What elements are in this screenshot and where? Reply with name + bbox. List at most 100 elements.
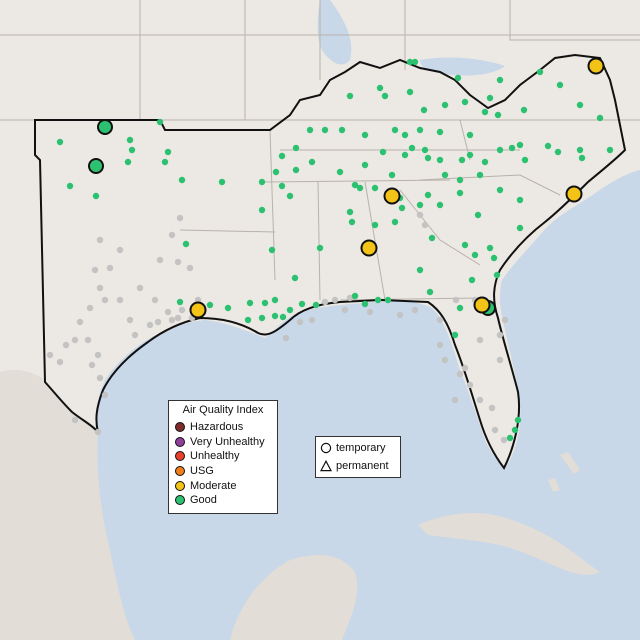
monitor-marker-no-data[interactable]	[116, 246, 124, 254]
monitor-marker-no-data[interactable]	[168, 316, 176, 324]
monitor-marker-good[interactable]	[468, 276, 476, 284]
monitor-marker-no-data[interactable]	[331, 296, 339, 304]
monitor-marker-good[interactable]	[279, 313, 287, 321]
monitor-marker-good[interactable]	[346, 92, 354, 100]
monitor-marker-good[interactable]	[420, 106, 428, 114]
monitor-marker-good[interactable]	[218, 178, 226, 186]
monitor-marker-good[interactable]	[66, 182, 74, 190]
monitor-marker-good[interactable]	[371, 221, 379, 229]
monitor-marker-good[interactable]	[421, 146, 429, 154]
monitor-marker-good[interactable]	[576, 101, 584, 109]
monitor-marker-no-data[interactable]	[282, 334, 290, 342]
monitor-marker-no-data[interactable]	[146, 321, 154, 329]
monitor-marker-no-data[interactable]	[88, 361, 96, 369]
monitor-marker-no-data[interactable]	[62, 341, 70, 349]
monitor-marker-good[interactable]	[244, 316, 252, 324]
monitor-marker-no-data[interactable]	[178, 306, 186, 314]
monitor-marker-good[interactable]	[511, 426, 519, 434]
monitor-marker-good[interactable]	[388, 171, 396, 179]
monitor-marker-good[interactable]	[278, 152, 286, 160]
monitor-marker-good[interactable]	[456, 189, 464, 197]
monitor-marker-good[interactable]	[164, 148, 172, 156]
monitor-marker-good[interactable]	[356, 184, 364, 192]
monitor-marker-good[interactable]	[576, 146, 584, 154]
monitor-marker-good[interactable]	[361, 300, 369, 308]
monitor-marker-good[interactable]	[291, 274, 299, 282]
monitor-marker-good[interactable]	[596, 114, 604, 122]
monitor-marker-no-data[interactable]	[94, 428, 102, 436]
monitor-marker-good[interactable]	[454, 74, 462, 82]
monitor-marker-good[interactable]	[206, 301, 214, 309]
monitor-marker-good[interactable]	[466, 131, 474, 139]
monitor-marker-good[interactable]	[496, 146, 504, 154]
monitor-marker-no-data[interactable]	[164, 308, 172, 316]
monitor-marker-no-data[interactable]	[496, 331, 504, 339]
monitor-marker-good[interactable]	[126, 136, 134, 144]
monitor-marker-good[interactable]	[466, 151, 474, 159]
monitor-marker-good[interactable]	[424, 154, 432, 162]
monitor-marker-good[interactable]	[436, 128, 444, 136]
monitor-marker-good[interactable]	[411, 58, 419, 66]
monitor-marker-good[interactable]	[506, 434, 514, 442]
temporary-monitor-moderate[interactable]	[587, 57, 605, 75]
monitor-marker-good[interactable]	[292, 144, 300, 152]
monitor-marker-good[interactable]	[461, 98, 469, 106]
monitor-marker-good[interactable]	[128, 146, 136, 154]
monitor-marker-good[interactable]	[536, 68, 544, 76]
monitor-marker-no-data[interactable]	[156, 256, 164, 264]
monitor-marker-no-data[interactable]	[416, 211, 424, 219]
monitor-marker-no-data[interactable]	[101, 296, 109, 304]
monitor-marker-good[interactable]	[346, 208, 354, 216]
monitor-marker-good[interactable]	[516, 196, 524, 204]
monitor-marker-good[interactable]	[351, 292, 359, 300]
monitor-marker-good[interactable]	[258, 206, 266, 214]
monitor-marker-no-data[interactable]	[194, 296, 202, 304]
monitor-marker-no-data[interactable]	[452, 296, 460, 304]
monitor-marker-good[interactable]	[428, 234, 436, 242]
monitor-marker-good[interactable]	[161, 158, 169, 166]
monitor-marker-good[interactable]	[258, 314, 266, 322]
monitor-marker-good[interactable]	[384, 296, 392, 304]
monitor-marker-good[interactable]	[493, 271, 501, 279]
monitor-marker-good[interactable]	[514, 416, 522, 424]
temporary-monitor-good[interactable]	[88, 158, 104, 174]
monitor-marker-good[interactable]	[578, 154, 586, 162]
monitor-marker-good[interactable]	[224, 304, 232, 312]
monitor-marker-no-data[interactable]	[101, 391, 109, 399]
temporary-monitor-moderate[interactable]	[360, 239, 378, 257]
monitor-marker-good[interactable]	[461, 241, 469, 249]
monitor-marker-no-data[interactable]	[308, 316, 316, 324]
monitor-marker-good[interactable]	[391, 126, 399, 134]
monitor-marker-no-data[interactable]	[366, 308, 374, 316]
monitor-marker-good[interactable]	[486, 244, 494, 252]
temporary-monitor-moderate[interactable]	[473, 296, 491, 314]
monitor-marker-no-data[interactable]	[436, 316, 444, 324]
monitor-marker-no-data[interactable]	[466, 381, 474, 389]
monitor-marker-good[interactable]	[416, 201, 424, 209]
monitor-marker-good[interactable]	[292, 166, 300, 174]
monitor-marker-no-data[interactable]	[96, 374, 104, 382]
temporary-monitor-moderate[interactable]	[189, 301, 207, 319]
monitor-marker-no-data[interactable]	[411, 306, 419, 314]
monitor-marker-no-data[interactable]	[296, 318, 304, 326]
monitor-marker-good[interactable]	[286, 192, 294, 200]
monitor-marker-good[interactable]	[416, 126, 424, 134]
monitor-marker-good[interactable]	[516, 141, 524, 149]
monitor-marker-good[interactable]	[406, 88, 414, 96]
monitor-marker-no-data[interactable]	[186, 264, 194, 272]
monitor-marker-no-data[interactable]	[436, 341, 444, 349]
monitor-marker-no-data[interactable]	[396, 311, 404, 319]
monitor-marker-no-data[interactable]	[488, 404, 496, 412]
monitor-marker-good[interactable]	[182, 240, 190, 248]
monitor-marker-good[interactable]	[261, 299, 269, 307]
monitor-marker-no-data[interactable]	[168, 231, 176, 239]
monitor-marker-good[interactable]	[456, 176, 464, 184]
monitor-marker-good[interactable]	[606, 146, 614, 154]
monitor-marker-good[interactable]	[351, 181, 359, 189]
monitor-marker-no-data[interactable]	[501, 316, 509, 324]
monitor-marker-good[interactable]	[481, 158, 489, 166]
monitor-marker-good[interactable]	[496, 186, 504, 194]
monitor-marker-good[interactable]	[456, 304, 464, 312]
monitor-marker-no-data[interactable]	[76, 318, 84, 326]
